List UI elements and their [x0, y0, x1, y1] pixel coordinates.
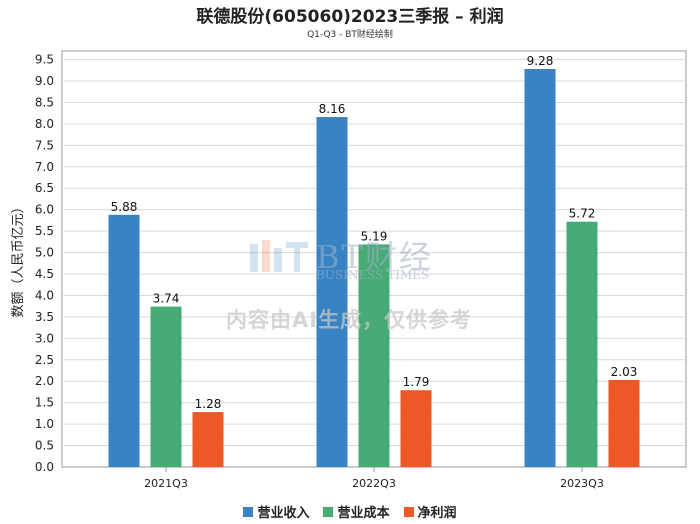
bar-chart: 0.0 0.5 1.0 1.5 2.0 2.5 3.0 3.5 4.0 4.5 5.0 5.5 6.0 6…: [11, 50, 687, 490]
bar-2023Q3-1: [566, 221, 598, 467]
legend-swatch-net-profit: [403, 506, 414, 517]
legend-item-net-profit[interactable]: 净利润: [403, 502, 457, 521]
data-label: 3.74: [153, 292, 180, 306]
bar-2023Q3-2: [608, 379, 640, 467]
y-tick-label: 0.0: [35, 460, 54, 474]
y-tick-label: 3.0: [35, 331, 54, 345]
bt-logo-watermark: [248, 238, 312, 282]
bar-2021Q3-0: [108, 214, 140, 467]
y-tick-label: 9.5: [35, 53, 54, 67]
y-tick-label: 1.5: [35, 396, 54, 410]
bar-2023Q3-0: [524, 69, 556, 467]
data-label: 9.28: [527, 54, 554, 68]
data-label: 8.16: [319, 102, 346, 116]
chart-subtitle: Q1-Q3 - BT财经绘制: [307, 30, 393, 40]
legend-item-cost[interactable]: 营业成本: [323, 502, 390, 521]
bar-2022Q3-0: [316, 117, 348, 468]
legend-label-revenue: 营业收入: [257, 506, 310, 521]
y-tick-label: 2.5: [35, 353, 54, 367]
y-tick-label: 8.0: [35, 117, 54, 131]
x-tick-label: 2021Q3: [144, 477, 188, 490]
y-tick-label: 7.0: [35, 160, 54, 174]
data-label: 5.88: [111, 200, 138, 214]
data-label: 2.03: [611, 365, 638, 379]
chart-title: 联德股份(605060)2023三季报 – 利润: [196, 7, 504, 27]
y-tick-label: 7.5: [35, 138, 54, 152]
x-tick-label: 2022Q3: [352, 477, 396, 490]
chart-legend: 营业收入 营业成本 净利润: [0, 502, 700, 521]
legend-swatch-revenue: [243, 506, 254, 517]
y-tick-label: 0.5: [35, 439, 54, 453]
y-tick-label: 8.5: [35, 95, 54, 109]
watermark-ai-notice: 内容由AI生成，仅供参考: [226, 308, 473, 332]
y-tick-label: 1.0: [35, 417, 54, 431]
bar-2022Q3-2: [400, 390, 432, 467]
data-label: 1.28: [195, 397, 222, 411]
bar-2022Q3-1: [358, 244, 390, 467]
data-label: 1.79: [403, 375, 430, 389]
legend-item-revenue[interactable]: 营业收入: [243, 502, 309, 521]
y-tick-label: 5.0: [35, 246, 54, 260]
y-tick-label: 4.5: [35, 267, 54, 281]
legend-label-cost: 营业成本: [337, 506, 390, 521]
watermark-brand-sub: BUSINESS TIMES: [316, 268, 430, 282]
legend-label-net-profit: 净利润: [417, 506, 457, 521]
y-axis-label: 数额（人民币亿元）: [11, 200, 26, 317]
data-label: 5.72: [569, 207, 596, 221]
legend-swatch-cost: [323, 506, 334, 517]
y-tick-label: 4.0: [35, 288, 54, 302]
y-tick-label: 3.5: [35, 310, 54, 324]
data-label: 5.19: [361, 229, 388, 243]
y-tick-label: 5.5: [35, 224, 54, 238]
y-tick-label: 6.0: [35, 203, 54, 217]
y-tick-label: 6.5: [35, 181, 54, 195]
y-tick-label: 2.0: [35, 374, 54, 388]
bar-2021Q3-1: [150, 306, 182, 467]
watermark-brand: BT财经: [316, 238, 433, 276]
x-tick-label: 2023Q3: [560, 477, 604, 490]
y-tick-label: 9.0: [35, 74, 54, 88]
bar-2021Q3-2: [192, 412, 224, 467]
